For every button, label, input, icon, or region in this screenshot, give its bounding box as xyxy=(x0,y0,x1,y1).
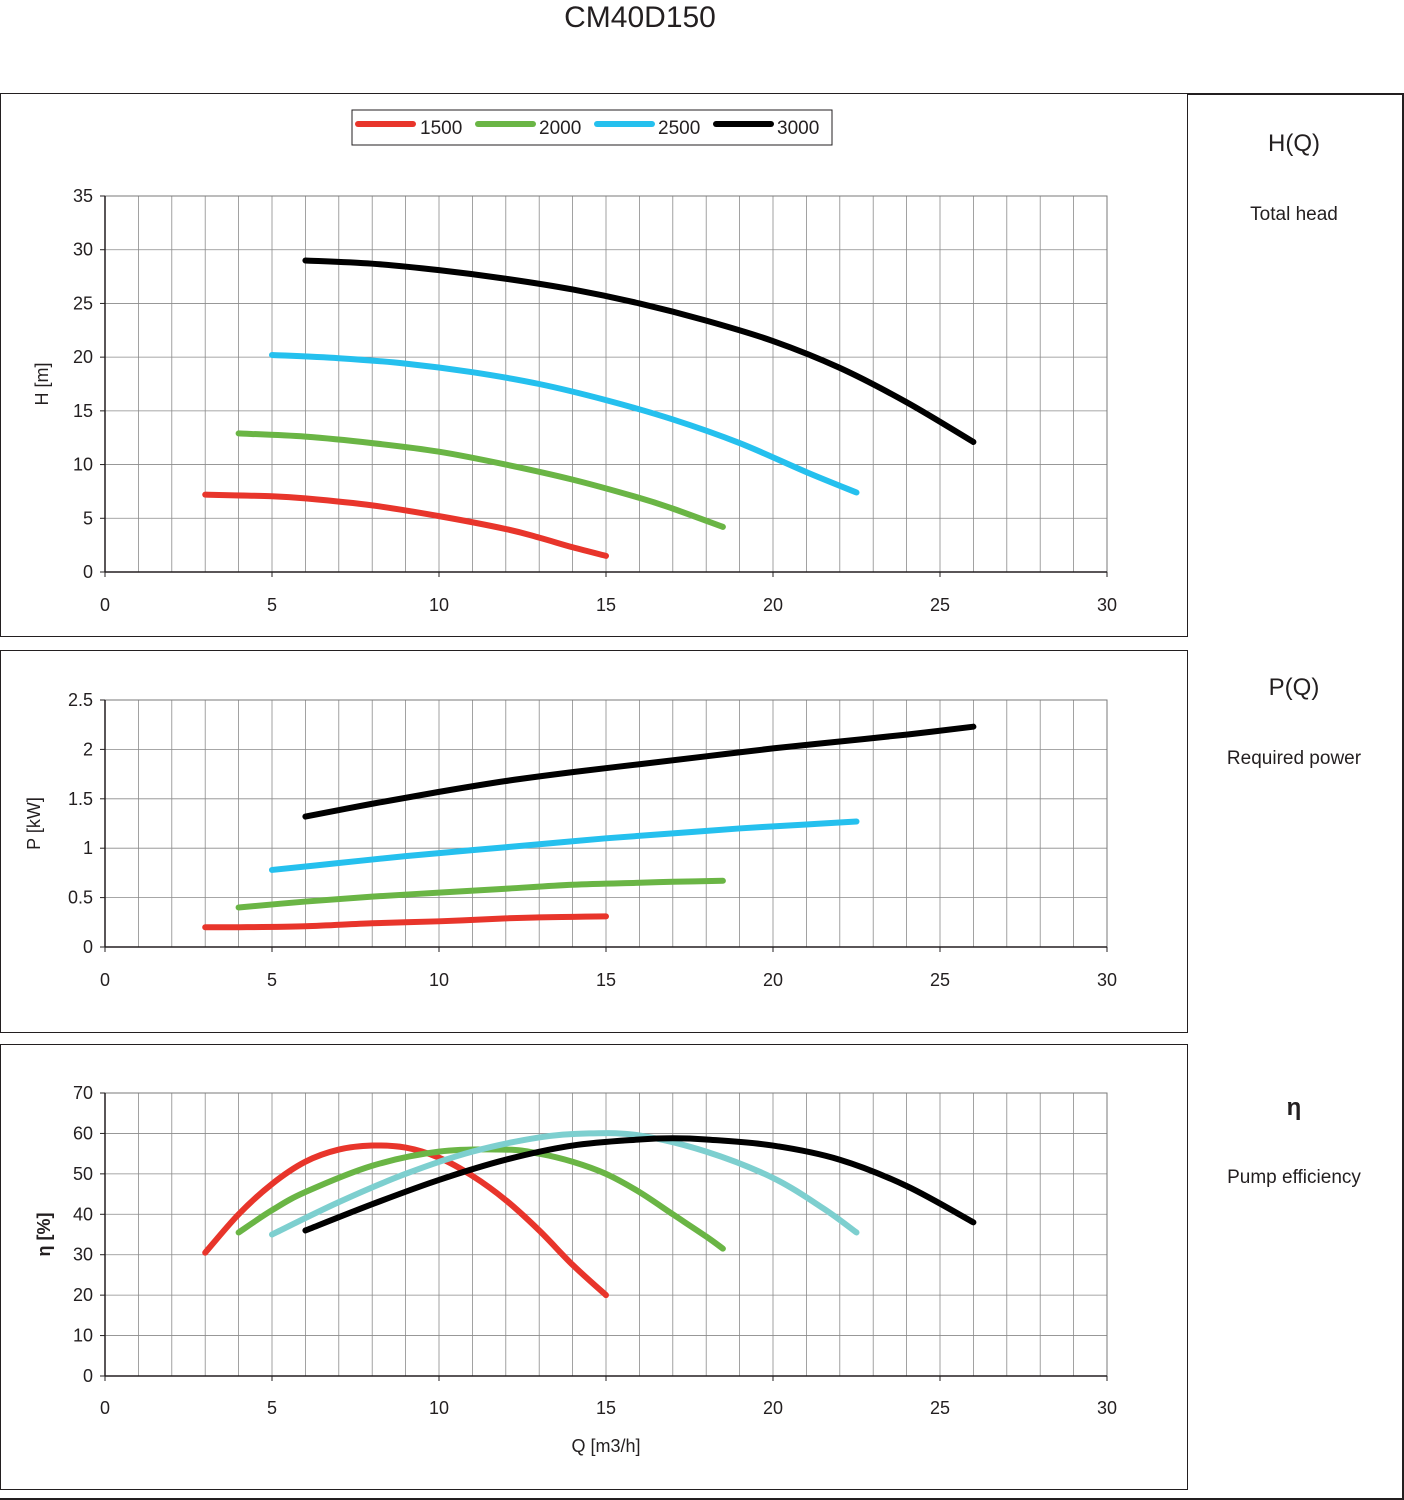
efficiency-series-2500 xyxy=(269,1130,860,1238)
head-series-2000 xyxy=(235,430,726,530)
head-series-2500 xyxy=(269,351,860,496)
legend: 1500 2000 2500 3000 xyxy=(351,109,833,146)
efficiency-x-tick-label: 30 xyxy=(1097,1398,1117,1418)
head-x-tick-label: 15 xyxy=(596,595,616,615)
efficiency-x-axis-label: Q [m3/h] xyxy=(571,1436,640,1456)
efficiency-caption: Pump efficiency xyxy=(1227,1167,1361,1188)
page-title: CM40D150 xyxy=(564,1,716,34)
legend-label-2500: 2500 xyxy=(658,118,700,139)
efficiency-x-tick-label: 20 xyxy=(763,1398,783,1418)
head-x-tick-label: 30 xyxy=(1097,595,1117,615)
head-y-tick-label: 0 xyxy=(83,562,93,582)
efficiency-y-tick-label: 30 xyxy=(73,1245,93,1265)
head-x-tick-label: 5 xyxy=(267,595,277,615)
efficiency-y-tick-label: 10 xyxy=(73,1326,93,1346)
power-x-tick-label: 10 xyxy=(429,970,449,990)
head-y-tick-label: 30 xyxy=(73,240,93,260)
power-x-tick-label: 5 xyxy=(267,970,277,990)
power-x-tick-label: 25 xyxy=(930,970,950,990)
power-series-1500 xyxy=(202,913,609,931)
head-chart-panel xyxy=(0,93,1188,637)
efficiency-y-tick-label: 40 xyxy=(73,1204,93,1224)
efficiency-y-tick-label: 60 xyxy=(73,1123,93,1143)
head-y-tick-label: 15 xyxy=(73,401,93,421)
efficiency-x-tick-label: 10 xyxy=(429,1398,449,1418)
head-y-tick-label: 5 xyxy=(83,508,93,528)
head-x-tick-label: 10 xyxy=(429,595,449,615)
efficiency-y-tick-label: 0 xyxy=(83,1366,93,1386)
head-x-tick-label: 25 xyxy=(930,595,950,615)
efficiency-series-1500 xyxy=(202,1142,609,1299)
head-x-tick-label: 0 xyxy=(100,595,110,615)
efficiency-x-tick-label: 5 xyxy=(267,1398,277,1418)
head-y-tick-label: 25 xyxy=(73,293,93,313)
head-y-tick-label: 10 xyxy=(73,455,93,475)
power-x-tick-label: 15 xyxy=(596,970,616,990)
head-y-tick-label: 35 xyxy=(73,186,93,206)
efficiency-x-tick-label: 25 xyxy=(930,1398,950,1418)
efficiency-chart: 0 5 10 15 20 25 30 0 10 20 30 40 50 60 70 η [%] Q [m3/h] xyxy=(34,1083,1117,1456)
legend-box xyxy=(351,109,833,146)
power-y-axis-label: P [kW] xyxy=(24,797,44,850)
legend-label-2000: 2000 xyxy=(539,118,581,139)
head-y-axis-label: H [m] xyxy=(32,363,52,406)
efficiency-y-tick-label: 50 xyxy=(73,1164,93,1184)
legend-label-1500: 1500 xyxy=(420,118,462,139)
power-series-2000 xyxy=(235,877,726,911)
power-symbol: P(Q) xyxy=(1268,674,1320,701)
power-series-2500 xyxy=(269,818,860,873)
efficiency-series-3000 xyxy=(302,1135,977,1234)
power-y-tick-label: 1 xyxy=(83,838,93,858)
power-series-3000 xyxy=(302,723,977,820)
efficiency-y-axis-label: η [%] xyxy=(34,1213,54,1257)
power-y-tick-label: 1.5 xyxy=(68,789,93,809)
legend-label-3000: 3000 xyxy=(777,118,819,139)
efficiency-y-tick-label: 70 xyxy=(73,1083,93,1103)
head-series-1500 xyxy=(202,491,609,559)
head-y-tick-label: 20 xyxy=(73,347,93,367)
power-caption: Required power xyxy=(1226,748,1362,769)
head-x-tick-label: 20 xyxy=(763,595,783,615)
power-chart: 0 5 10 15 20 25 30 0 0.5 1 1.5 2 2.5 P [kW] xyxy=(24,690,1117,990)
power-x-tick-label: 20 xyxy=(763,970,783,990)
efficiency-x-tick-label: 15 xyxy=(596,1398,616,1418)
efficiency-symbol: η xyxy=(1286,1094,1302,1121)
efficiency-chart-panel xyxy=(0,1044,1188,1490)
power-x-tick-label: 0 xyxy=(100,970,110,990)
head-caption: Total head xyxy=(1250,204,1338,225)
power-y-tick-label: 2.5 xyxy=(68,690,93,710)
head-symbol: H(Q) xyxy=(1268,130,1320,157)
power-y-tick-label: 0.5 xyxy=(68,888,93,908)
efficiency-x-tick-label: 0 xyxy=(100,1398,110,1418)
efficiency-y-tick-label: 20 xyxy=(73,1285,93,1305)
power-x-tick-label: 30 xyxy=(1097,970,1117,990)
head-chart: 0 5 10 15 20 25 30 0 5 10 15 20 25 30 35 H [m] xyxy=(32,186,1117,615)
power-y-tick-label: 2 xyxy=(83,739,93,759)
power-y-tick-label: 0 xyxy=(83,937,93,957)
head-series-3000 xyxy=(302,257,977,446)
